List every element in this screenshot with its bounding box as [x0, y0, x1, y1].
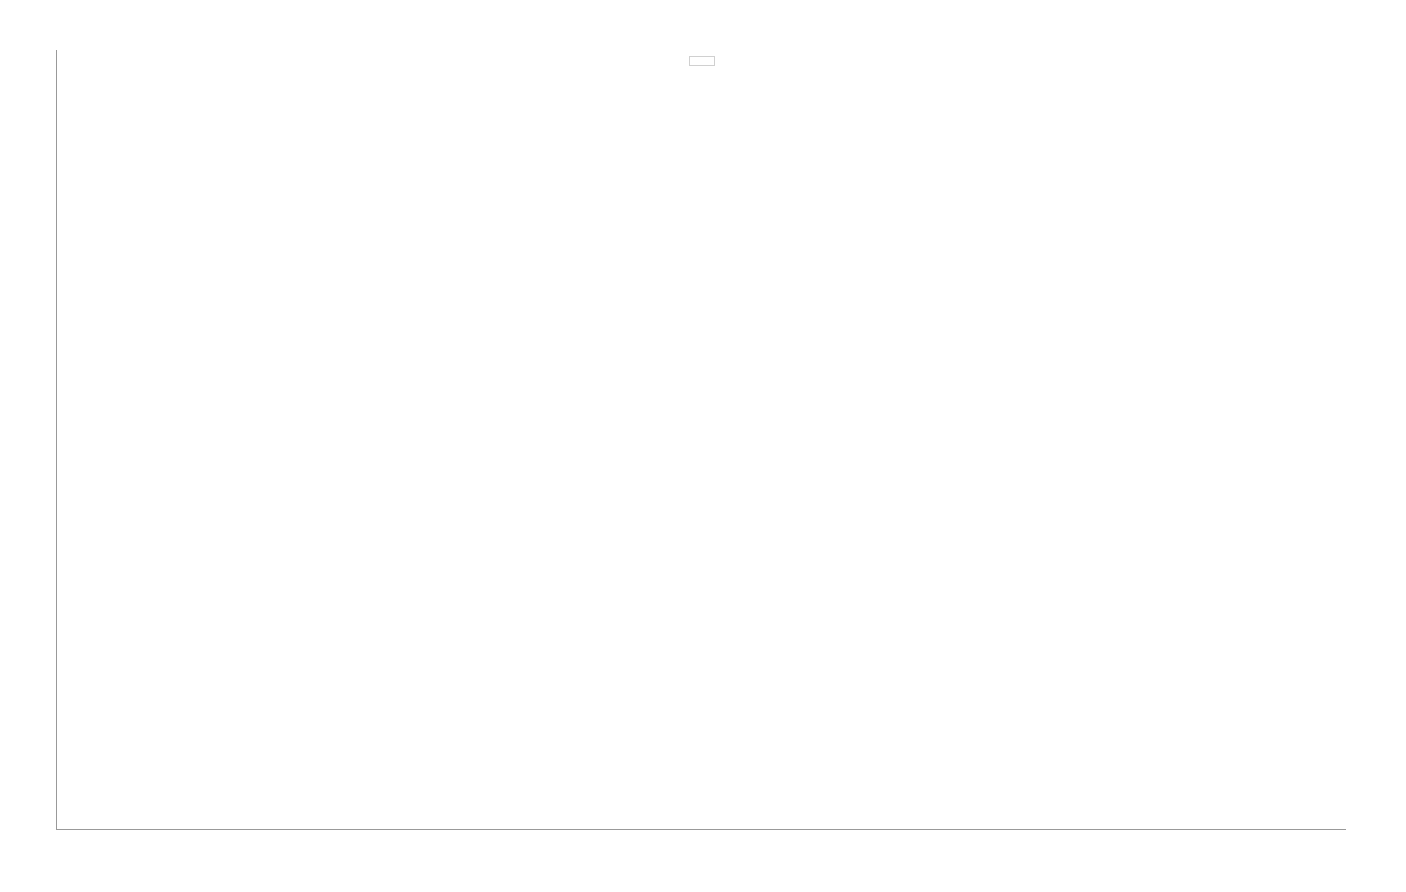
plot-area [56, 50, 1346, 830]
chart-svg [57, 50, 1346, 829]
stats-box [689, 56, 715, 66]
